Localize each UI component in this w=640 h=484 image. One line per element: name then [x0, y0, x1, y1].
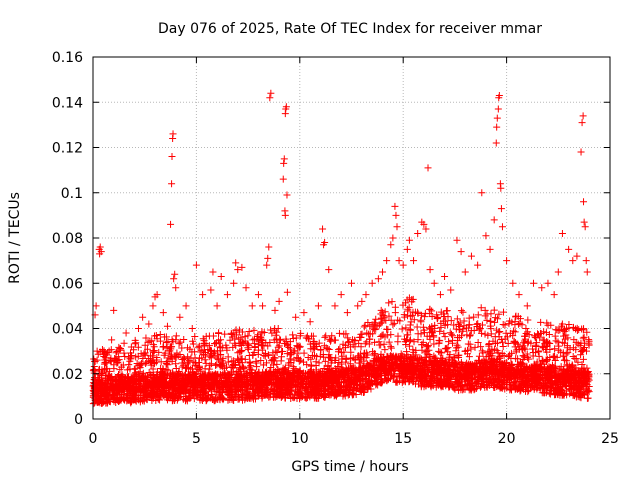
chart-background — [0, 0, 640, 480]
